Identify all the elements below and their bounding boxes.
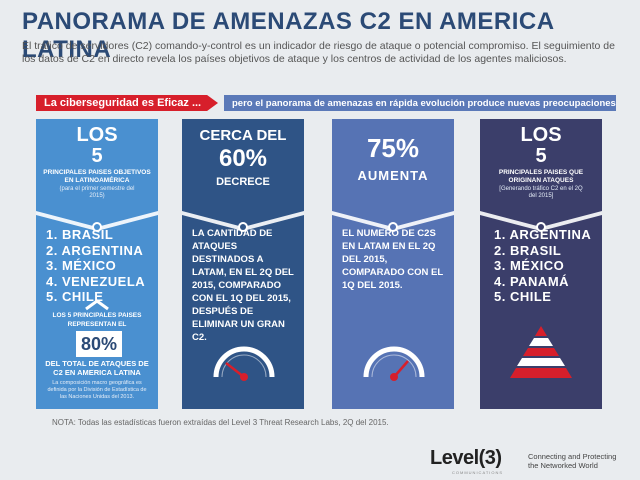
panel-header: CERCA DEL 60% DECRECE [182, 119, 304, 211]
panel-number: 5 [91, 145, 103, 167]
list-item: 2. BRASIL [494, 242, 562, 258]
chevron-divider [182, 211, 304, 235]
panel-number: 75% [366, 133, 420, 163]
tagline-line: Connecting and Protecting [528, 452, 617, 461]
panel-number: 5 [535, 145, 547, 167]
level3-logo: Level(3) COMMUNICATIONS [430, 447, 540, 475]
panel-header: LOS 5 PRINCIPALES PAISES QUE ORIGINAN AT… [480, 119, 602, 211]
panel-top-targets: LOS 5 PRINCIPALES PAISES OBJETIVOS EN LA… [36, 119, 158, 409]
logo-tagline: Connecting and Protecting the Networked … [528, 452, 616, 470]
list-item: 5. CHILE [46, 289, 104, 304]
gauge-high-icon [363, 346, 425, 381]
panel-period: [Generando tráfico C2 en el 2Q del 2015] [499, 186, 583, 199]
list-item: 1. ARGENTINA [494, 227, 592, 242]
panel-header: LOS 5 PRINCIPALES PAISES OBJETIVOS EN LA… [36, 119, 158, 211]
chevron-divider [480, 211, 602, 235]
logo-wordmark: Level(3) [430, 447, 502, 469]
panel-number: 60% [218, 145, 268, 172]
page-title: PANORAMA DE AMENAZAS C2 EN AMERICA LATIN… [22, 8, 554, 63]
panel-decrease: CERCA DEL 60% DECRECE LA CANTIDAD DE ATA… [182, 119, 304, 409]
panel-description: LA CANTIDAD DE ATAQUES DESTINADOS A LATA… [192, 228, 294, 343]
pyramid-icon [510, 326, 572, 378]
panel-subheading: PRINCIPALES PAISES QUE ORIGINAN ATAQUES [498, 169, 584, 184]
target-country-list: 1. BRASIL 2. ARGENTINA 3. MÉXICO 4. VENE… [46, 227, 145, 305]
panel-top-origins: LOS 5 PRINCIPALES PAISES QUE ORIGINAN AT… [480, 119, 602, 409]
panel-increase: 75% AUMENTA EL NUMERO DE C2S EN LATAM EN… [332, 119, 454, 409]
banner: La ciberseguridad es Eficaz ... pero el … [36, 95, 616, 111]
panel-heading: LOS [520, 124, 562, 146]
gauge-low-icon [213, 346, 275, 381]
panel-subheading: AUMENTA [357, 168, 429, 183]
list-item: 1. BRASIL [46, 227, 114, 242]
tagline-line: the Networked World [528, 461, 598, 470]
intro-text: El tráfico de servidores (C2) comando-y-… [22, 40, 615, 65]
panel-heading: LOS [76, 124, 118, 146]
footnote: La composición macro geográfica es defin… [47, 380, 147, 400]
list-item: 4. PANAMÁ [494, 273, 570, 289]
list-item: 3. MÉXICO [494, 258, 565, 273]
banner-left: La ciberseguridad es Eficaz ... [36, 95, 218, 111]
list-item: 2. ARGENTINA [46, 242, 144, 258]
panel-description: EL NUMERO DE C2S EN LATAM EN EL 2Q DEL 2… [342, 228, 443, 291]
summary-label: LOS 5 PRINCIPALES PAISES REPRESENTAN EL [52, 312, 142, 328]
panel-heading: CERCA DEL [199, 127, 287, 144]
banner-right: pero el panorama de amenazas en rápida e… [224, 95, 616, 111]
panel-header: 75% AUMENTA [332, 119, 454, 211]
panel-subheading: DECRECE [216, 176, 270, 188]
list-item: 3. MÉXICO [46, 258, 117, 273]
list-item: 5. CHILE [494, 289, 552, 304]
panel-subheading: PRINCIPALES PAISES OBJETIVOS EN LATINOAM… [43, 169, 151, 184]
summary-note: DEL TOTAL DE ATAQUES DE C2 EN AMERICA LA… [45, 359, 149, 377]
chevron-up-icon [85, 299, 109, 311]
list-item: 4. VENEZUELA [46, 273, 146, 289]
chevron-divider [36, 211, 158, 235]
logo-subtitle: COMMUNICATIONS [452, 470, 504, 475]
origin-country-list: 1. ARGENTINA 2. BRASIL 3. MÉXICO 4. PANA… [494, 227, 591, 305]
summary-percent: 80% [76, 331, 122, 357]
chevron-divider [332, 211, 454, 235]
source-note: NOTA: Todas las estadísticas fueron extr… [52, 418, 389, 427]
panel-period: (para el primer semestre del 2015) [59, 186, 135, 199]
